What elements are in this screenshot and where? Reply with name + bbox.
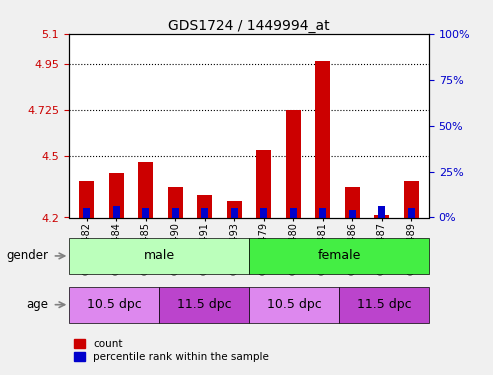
Bar — [231, 208, 238, 218]
Bar — [172, 208, 178, 218]
Bar — [142, 208, 149, 218]
Bar — [286, 110, 301, 218]
Bar — [83, 208, 90, 218]
Text: gender: gender — [6, 249, 48, 262]
Bar — [256, 150, 271, 217]
Text: 10.5 dpc: 10.5 dpc — [87, 298, 141, 311]
Text: 11.5 dpc: 11.5 dpc — [176, 298, 231, 311]
Bar — [249, 287, 339, 322]
Bar — [69, 238, 249, 274]
Bar — [374, 216, 389, 217]
Bar — [197, 195, 212, 217]
Bar — [290, 208, 296, 218]
Bar — [260, 208, 267, 218]
Text: age: age — [26, 298, 48, 311]
Bar — [249, 238, 429, 274]
Bar — [139, 162, 153, 218]
Bar — [349, 210, 355, 218]
Bar — [202, 208, 208, 218]
Bar — [319, 208, 326, 218]
Bar — [69, 287, 159, 322]
Bar — [316, 61, 330, 217]
Bar — [339, 287, 429, 322]
Bar — [379, 207, 385, 218]
Legend: count, percentile rank within the sample: count, percentile rank within the sample — [74, 339, 269, 362]
Text: female: female — [317, 249, 360, 262]
Bar — [113, 207, 119, 218]
Bar — [109, 172, 124, 217]
Bar — [408, 208, 415, 218]
Bar — [404, 181, 419, 218]
Title: GDS1724 / 1449994_at: GDS1724 / 1449994_at — [168, 19, 330, 33]
Bar — [159, 287, 249, 322]
Bar — [79, 181, 94, 218]
Bar — [345, 187, 359, 218]
Bar — [227, 201, 242, 217]
Text: 10.5 dpc: 10.5 dpc — [267, 298, 321, 311]
Text: male: male — [143, 249, 175, 262]
Bar — [168, 187, 182, 218]
Text: 11.5 dpc: 11.5 dpc — [356, 298, 411, 311]
